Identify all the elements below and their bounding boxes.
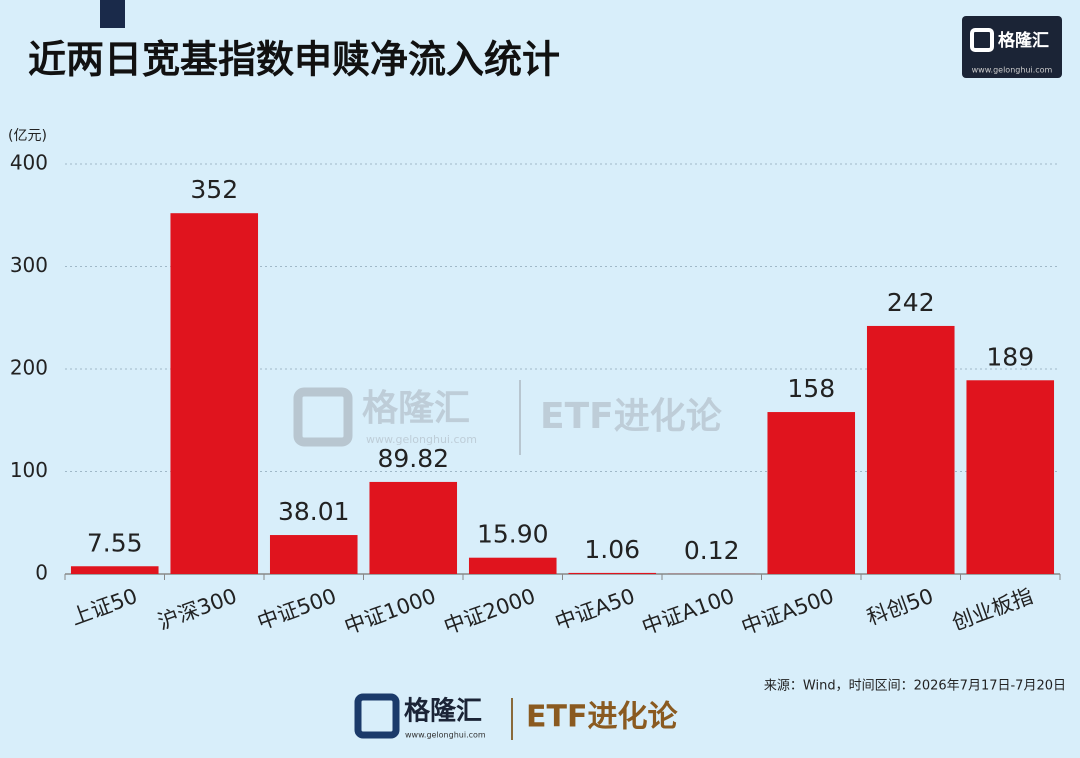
bar	[369, 481, 458, 574]
watermark-icon	[293, 387, 353, 447]
value-label: 242	[887, 288, 935, 317]
value-label: 189	[986, 342, 1034, 371]
bottom-logo-icon	[354, 693, 400, 739]
y-tick-label: 300	[10, 253, 48, 277]
unit-label: (亿元)	[8, 128, 47, 144]
watermark-url: www.gelonghui.com	[366, 433, 477, 446]
logo-top: 格隆汇 www.gelonghui.com	[962, 16, 1062, 78]
source-note: 来源：Wind，时间区间：2026年7月17日-7月20日	[764, 679, 1066, 694]
bar	[70, 566, 159, 574]
corner-block	[100, 0, 125, 28]
bar	[866, 325, 955, 574]
y-tick-label: 200	[10, 356, 48, 380]
watermark: 格隆汇 www.gelonghui.com ETF进化论	[293, 380, 723, 455]
bar	[170, 213, 259, 574]
logo-bottom: 格隆汇 www.gelonghui.com ETF进化论	[354, 693, 678, 740]
value-label: 1.06	[584, 535, 640, 564]
bar	[568, 572, 657, 574]
bottom-column: ETF进化论	[526, 700, 678, 735]
bar	[767, 412, 856, 574]
value-label: 38.01	[278, 497, 350, 526]
watermark-column: ETF进化论	[540, 396, 723, 437]
value-label: 15.90	[477, 520, 549, 549]
bar	[966, 380, 1055, 574]
logo-name: 格隆汇	[998, 30, 1049, 51]
watermark-name: 格隆汇	[362, 388, 470, 429]
bottom-logo-url: www.gelonghui.com	[405, 731, 486, 740]
logo-url: www.gelonghui.com	[972, 66, 1053, 75]
y-tick-label: 100	[10, 458, 48, 482]
value-label: 0.12	[684, 536, 740, 565]
chart-title: 近两日宽基指数申赎净流入统计	[28, 38, 560, 82]
bottom-logo-name: 格隆汇	[404, 696, 482, 727]
value-label: 7.55	[87, 528, 143, 557]
y-tick-label: 400	[10, 151, 48, 175]
bar	[468, 557, 557, 574]
y-tick-label: 0	[35, 561, 48, 585]
value-label: 158	[787, 374, 835, 403]
bar	[269, 535, 358, 574]
value-label: 352	[190, 175, 238, 204]
logo-icon	[970, 28, 994, 52]
value-label: 89.82	[377, 444, 449, 473]
